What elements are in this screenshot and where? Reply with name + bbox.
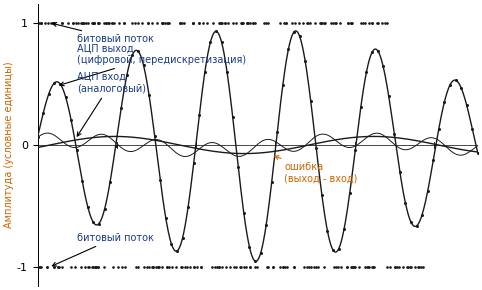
- Text: битовый поток: битовый поток: [53, 23, 154, 44]
- Text: АЦП выход
(цифровой, передискретизация): АЦП выход (цифровой, передискретизация): [60, 43, 246, 86]
- Text: АЦП вход
(аналоговый): АЦП вход (аналоговый): [77, 72, 146, 136]
- Y-axis label: Амплитуда (условные единицы): Амплитуда (условные единицы): [4, 62, 14, 228]
- Text: битовый поток: битовый поток: [53, 233, 154, 266]
- Text: ошибка
(выход - вход): ошибка (выход - вход): [275, 156, 358, 184]
